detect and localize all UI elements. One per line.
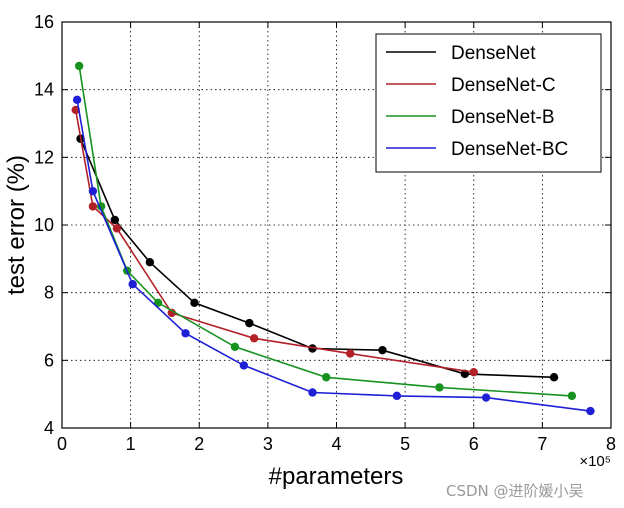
y-tick-label: 4 [44, 418, 54, 438]
legend-label: DenseNet-B [451, 107, 555, 128]
data-point-densenet-b [435, 383, 444, 392]
legend-label: DenseNet [451, 43, 536, 64]
x-axis-title: #parameters [269, 463, 404, 490]
legend-label: DenseNet-BC [451, 139, 568, 160]
data-point-densenet-c [469, 367, 478, 377]
data-point-densenet-b [74, 61, 84, 71]
data-point-densenet [378, 345, 387, 355]
x-axis-exponent-label: ×10⁵ [579, 453, 611, 470]
data-point-densenet-c [346, 349, 355, 358]
data-point-densenet-b [567, 391, 577, 401]
y-tick-label: 10 [34, 215, 54, 235]
legend-label: DenseNet-C [451, 75, 556, 96]
data-point-densenet-b [322, 373, 331, 382]
data-point-densenet-bc [481, 393, 491, 402]
y-tick-label: 6 [44, 350, 54, 370]
x-tick-label: 6 [469, 434, 479, 454]
data-point-densenet-bc [88, 186, 98, 196]
series-group [71, 61, 595, 416]
series-line-densenet [79, 138, 555, 379]
series-line-densenet-b [78, 65, 572, 397]
y-tick-label: 14 [34, 80, 54, 100]
x-tick-label: 8 [606, 434, 616, 454]
watermark-text: CSDN @进阶媛小吴 [446, 482, 584, 500]
y-tick-label: 12 [34, 147, 54, 167]
x-tick-label: 0 [57, 434, 67, 454]
data-point-densenet-b [230, 342, 240, 351]
data-point-densenet [245, 318, 254, 328]
x-tick-label: 7 [537, 434, 547, 454]
data-point-densenet [145, 258, 155, 267]
y-tick-label: 16 [34, 12, 54, 32]
legend: DenseNet DenseNet-C DenseNet-B DenseNet-BC [375, 33, 602, 173]
data-point-densenet-bc [72, 95, 82, 105]
data-point-densenet-c [88, 202, 98, 211]
x-tick-label: 2 [194, 434, 204, 454]
data-point-densenet-bc [239, 361, 249, 370]
data-point-densenet [110, 215, 120, 225]
data-point-densenet [190, 298, 199, 308]
x-tick-label: 1 [126, 434, 136, 454]
legend-box [375, 33, 602, 173]
data-point-densenet-c [249, 334, 259, 343]
data-point-densenet-c [167, 308, 176, 318]
data-point-densenet [549, 373, 559, 382]
data-point-densenet-c [112, 224, 122, 233]
y-axis-title: test error (%) [3, 155, 30, 295]
data-point-densenet-bc [392, 391, 402, 401]
x-tick-label: 3 [263, 434, 273, 454]
data-point-densenet-bc [128, 280, 137, 289]
data-point-densenet-bc [308, 388, 317, 397]
data-point-densenet-bc [586, 406, 595, 416]
y-tick-label: 8 [44, 283, 54, 303]
x-tick-label: 4 [331, 434, 341, 454]
data-point-densenet-bc [181, 329, 190, 338]
data-point-densenet [308, 344, 317, 353]
x-tick-label: 5 [400, 434, 410, 454]
